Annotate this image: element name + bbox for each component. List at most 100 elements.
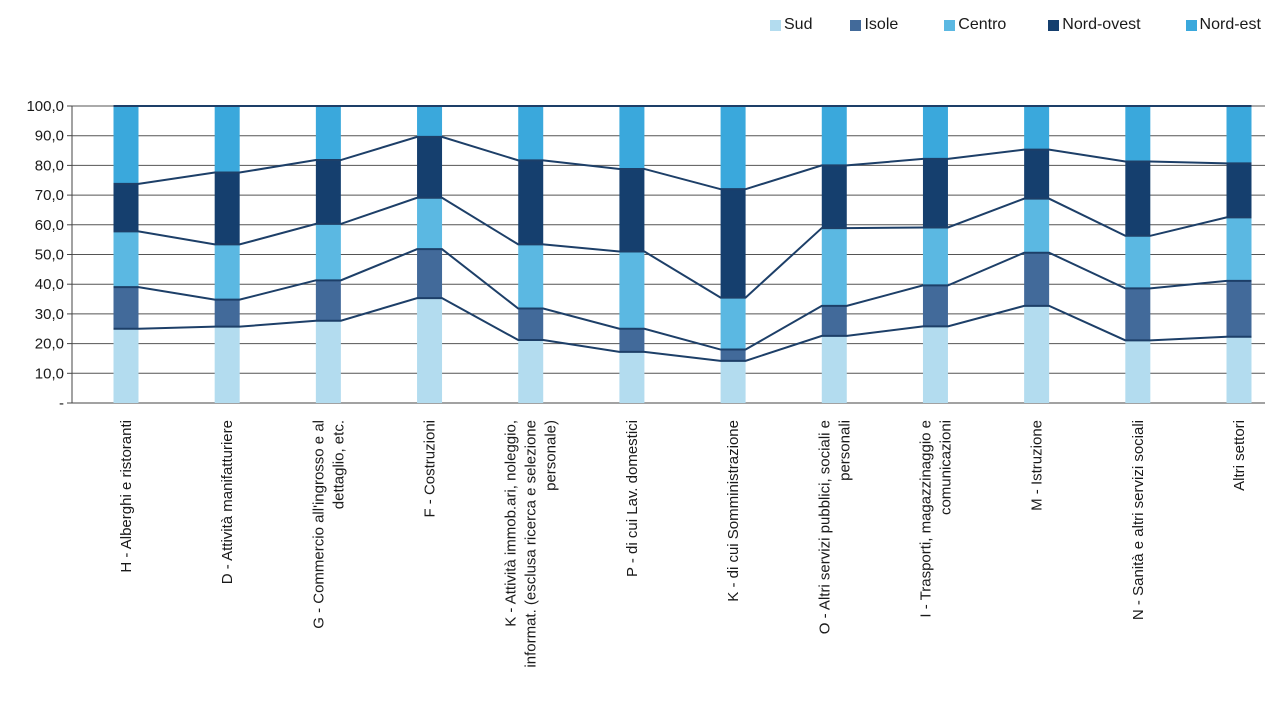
category-label: M - Istruzione [1029,420,1046,511]
bar-segment [417,136,443,198]
bar-segment [720,360,746,403]
bar-segment [821,335,847,403]
bar-segment [619,328,645,352]
category-label: G - Commercio all'ingrosso e al [310,420,327,629]
bar-segment [1226,106,1252,164]
bar-segment [922,326,948,403]
legend-label: Nord-ovest [1062,16,1141,33]
bar-segment [922,285,948,327]
series-connector-line [113,135,1252,191]
bar-segment [720,297,746,350]
legend-label: Sud [784,16,813,33]
bar-segment [315,106,341,161]
bar-segment [1024,252,1050,306]
bar-segment [417,249,443,299]
y-tick-label: 100,0 [26,98,64,115]
bar-segment [315,280,341,321]
y-tick-label: 70,0 [35,187,64,204]
y-tick-label: 30,0 [35,306,64,323]
category-label: K - Attività immob.ari, noleggio, [503,420,520,627]
bar-segment [1125,288,1151,341]
bar-segment [1024,305,1050,403]
bar-segment [315,223,341,281]
y-tick-label: 10,0 [35,365,64,382]
category-label: N - Sanità e altri servizi sociali [1130,420,1147,620]
bar-segment [1226,336,1252,403]
bar-segment [214,244,240,300]
bar-segment [518,160,544,245]
series-connector-line [113,248,1252,351]
bar-segment [1024,198,1050,253]
bar-segment [720,189,746,298]
bar-segment [922,227,948,286]
y-tick-label: - [59,395,64,412]
bar-segment [1226,217,1252,281]
category-label: H - Alberghi e ristoranti [118,420,135,573]
bar-segment [214,172,240,245]
bar-segment [214,106,240,173]
legend-swatch [770,19,781,31]
y-tick-label: 80,0 [35,157,64,174]
bar-segment [214,326,240,403]
legend-label: Isole [864,16,899,33]
legend-item: Sud [770,16,812,34]
legend-label: Centro [958,16,1007,33]
category-label: informat. (esclusa ricerca e selezione [523,420,540,668]
bar-segment [821,228,847,306]
bar-segment [315,320,341,403]
category-label: D - Attività manifatturiere [219,420,236,584]
bar-segment [1125,340,1151,403]
bar-segment [113,328,139,403]
bar-segment [315,160,341,224]
bar-segment [417,298,443,403]
bar-segment [1024,149,1050,199]
series-connector-line [113,196,1252,299]
legend-item: Centro [944,16,1006,34]
chart-legend: Sud Isole Centro Nord-ovest Nord-est [770,14,1261,36]
bar-segment [417,197,443,250]
bar-segment [113,183,139,232]
bar-segment [518,308,544,341]
legend-swatch [944,19,956,31]
legend-swatch [850,19,862,31]
category-label: Altri settori [1231,420,1248,491]
bar-segment [821,305,847,336]
series-connector-line [113,297,1252,362]
y-tick-label: 20,0 [35,336,64,353]
bar-segment [821,165,847,229]
legend-item: Nord-est [1185,16,1261,34]
legend-item: Nord-ovest [1048,16,1141,34]
bar-segment [417,106,443,137]
category-label: I - Trasporti, magazzinaggio e [917,420,934,618]
category-label: personale) [543,420,560,491]
bar-segment [113,231,139,288]
bar-segment [922,106,948,159]
category-label: personali [836,420,853,481]
y-tick-label: 40,0 [35,276,64,293]
legend-swatch [1048,19,1060,31]
bar-segment [1024,106,1050,150]
bar-segment [518,340,544,403]
bar-segment [619,168,645,252]
bar-segment [922,158,948,228]
bar-segment [518,244,544,309]
category-label: F - Costruzioni [422,420,439,518]
y-tick-label: 50,0 [35,247,64,264]
bar-segment [619,251,645,329]
category-label: P - di cui Lav. domestici [624,420,641,577]
bar-segment [821,106,847,166]
bar-segment [1125,106,1151,162]
bar-segment [1226,163,1252,218]
bar-segment [214,299,240,327]
bar-segment [518,106,544,161]
bar-segment [619,106,645,169]
bar-segment [720,106,746,190]
legend-swatch [1185,19,1197,31]
category-label: K - di cui Somministrazione [725,420,742,602]
legend-item: Isole [850,16,898,34]
legend-label: Nord-est [1199,16,1261,33]
bar-segment [1226,280,1252,337]
bar-segment [113,106,139,184]
bar-segment [1125,161,1151,236]
